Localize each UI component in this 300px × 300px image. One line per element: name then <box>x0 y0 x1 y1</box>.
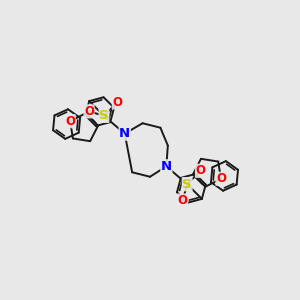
Text: S: S <box>99 109 109 122</box>
Text: N: N <box>119 127 130 140</box>
Text: O: O <box>216 172 226 185</box>
Text: O: O <box>112 96 122 109</box>
Text: N: N <box>161 160 172 173</box>
Text: O: O <box>65 115 75 128</box>
Text: O: O <box>84 105 94 118</box>
Text: O: O <box>196 164 206 177</box>
Text: S: S <box>182 178 192 191</box>
Text: O: O <box>178 194 188 207</box>
